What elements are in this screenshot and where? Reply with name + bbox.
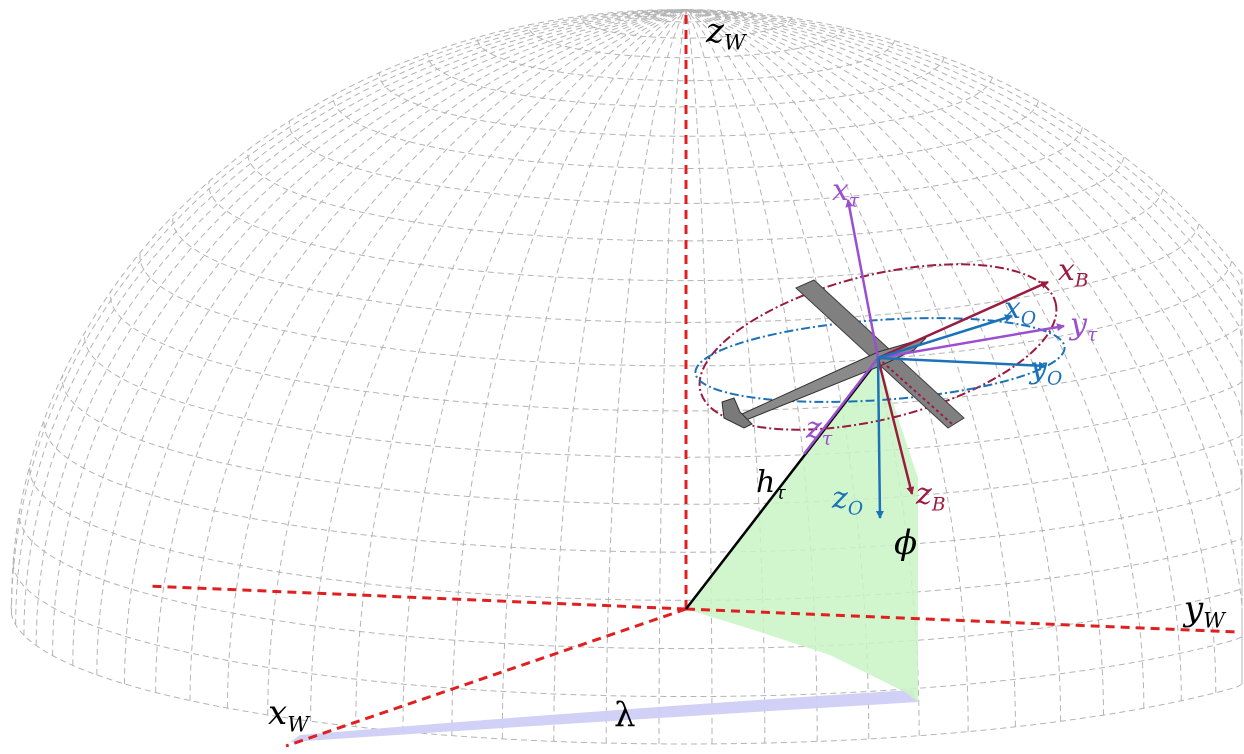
sphere-meridian-line bbox=[124, 9, 687, 684]
sphere-meridian-line bbox=[685, 9, 766, 744]
sphere-latitude-line bbox=[18, 509, 1243, 650]
sphere-meridian-line bbox=[685, 9, 1243, 675]
sphere-meridian-line bbox=[685, 9, 1243, 666]
sphere-meridian-line bbox=[685, 9, 1217, 693]
sphere-meridian-line bbox=[685, 9, 1243, 685]
label-orbit-y: yO bbox=[1030, 351, 1063, 390]
sphere-meridian-line bbox=[685, 9, 818, 742]
sphere-meridian-line bbox=[402, 9, 687, 732]
sphere-meridian-line bbox=[658, 9, 687, 744]
sphere-meridian-line bbox=[155, 9, 687, 693]
sphere-meridian-line bbox=[685, 9, 920, 736]
label-world-x: xW bbox=[268, 693, 309, 737]
label-world-z: zW bbox=[706, 11, 746, 55]
orbit-z-axis bbox=[875, 357, 884, 519]
sphere-meridian-line bbox=[685, 9, 870, 739]
sphere-meridian-line bbox=[226, 9, 687, 709]
sphere-meridian-line bbox=[310, 9, 687, 722]
phi-angle-wedge bbox=[686, 358, 918, 702]
sphere-meridian-line bbox=[355, 9, 687, 727]
sphere-meridian-line bbox=[267, 9, 687, 716]
world-x-axis bbox=[285, 607, 687, 748]
label-tether-y: yτ bbox=[1070, 307, 1098, 346]
label-lambda-angle: λ bbox=[614, 695, 636, 735]
sphere-meridian-line bbox=[685, 9, 1243, 636]
label-orbit-x: xO bbox=[1004, 291, 1037, 330]
aircraft-tail bbox=[721, 397, 753, 429]
tether-x-axis bbox=[845, 199, 880, 359]
sphere-latitude-line bbox=[579, 16, 792, 39]
body-frame-rotor-disk bbox=[698, 263, 1058, 431]
sphere-latitude-line bbox=[527, 24, 844, 59]
sphere-meridian-line bbox=[52, 9, 687, 656]
tether-frame-axes bbox=[803, 199, 1065, 455]
world-axes bbox=[147, 14, 1239, 748]
sphere-latitude-line bbox=[288, 120, 1083, 204]
label-tether-z: zτ bbox=[806, 411, 833, 450]
sphere-meridian-line bbox=[451, 9, 687, 736]
tether-y-axis bbox=[877, 323, 1065, 360]
sphere-latitude-line bbox=[476, 37, 895, 82]
label-phi-angle: ϕ bbox=[894, 523, 918, 563]
sphere-latitude-line bbox=[379, 72, 993, 137]
tether-z-axis bbox=[803, 357, 879, 455]
sphere-meridian-line bbox=[685, 9, 713, 744]
body-frame-axes bbox=[876, 280, 1049, 495]
sphere-latitude-line bbox=[43, 418, 1243, 553]
sphere-meridian-line bbox=[189, 9, 687, 701]
sphere-meridian-line bbox=[35, 9, 687, 646]
sphere-meridian-line bbox=[11, 9, 687, 604]
sphere-latitude-line bbox=[61, 374, 1243, 505]
sphere-latitude-line bbox=[10, 603, 1243, 745]
label-body-x: xB bbox=[1058, 253, 1089, 292]
sphere-meridian-line bbox=[501, 9, 687, 739]
label-tether-length: hτ bbox=[756, 465, 786, 504]
sphere-meridian-line bbox=[685, 9, 1182, 701]
aircraft-body-centerline bbox=[877, 357, 953, 425]
orbit-y-axis bbox=[877, 356, 1047, 370]
orbit-frame-axes bbox=[875, 314, 1047, 519]
sphere-latitude-line bbox=[139, 252, 1233, 367]
body-z-axis bbox=[876, 357, 915, 495]
hemisphere-wireframe bbox=[10, 9, 1243, 745]
sphere-latitude-line bbox=[84, 332, 1243, 458]
sphere-meridian-line bbox=[11, 9, 687, 615]
sphere-latitude-line bbox=[29, 463, 1243, 601]
label-tether-x: xτ bbox=[832, 173, 860, 212]
label-orbit-z: zO bbox=[832, 481, 864, 520]
sphere-latitude-line bbox=[208, 181, 1164, 282]
label-world-y: yW bbox=[1184, 589, 1225, 633]
body-x-axis bbox=[877, 280, 1049, 360]
sphere-meridian-line bbox=[685, 9, 1104, 716]
lambda-angle-arc bbox=[290, 690, 918, 742]
sphere-meridian-line bbox=[685, 9, 1243, 625]
orbit-frame-disk bbox=[694, 317, 1066, 403]
world-neg-y-axis bbox=[147, 584, 687, 611]
sphere-meridian-line bbox=[685, 9, 1243, 656]
sphere-meridian-line bbox=[605, 9, 687, 744]
sphere-meridian-line bbox=[685, 9, 1016, 727]
sphere-latitude-line bbox=[12, 556, 1243, 697]
sphere-meridian-line bbox=[23, 9, 687, 636]
sphere-meridian-line bbox=[96, 9, 687, 675]
sphere-latitude-line bbox=[427, 53, 945, 108]
orbit-x-axis bbox=[877, 314, 1013, 360]
sphere-meridian-line bbox=[15, 9, 687, 625]
world-y-axis bbox=[685, 607, 1239, 634]
sphere-meridian-line bbox=[553, 9, 687, 742]
label-body-z: zB bbox=[916, 477, 946, 516]
